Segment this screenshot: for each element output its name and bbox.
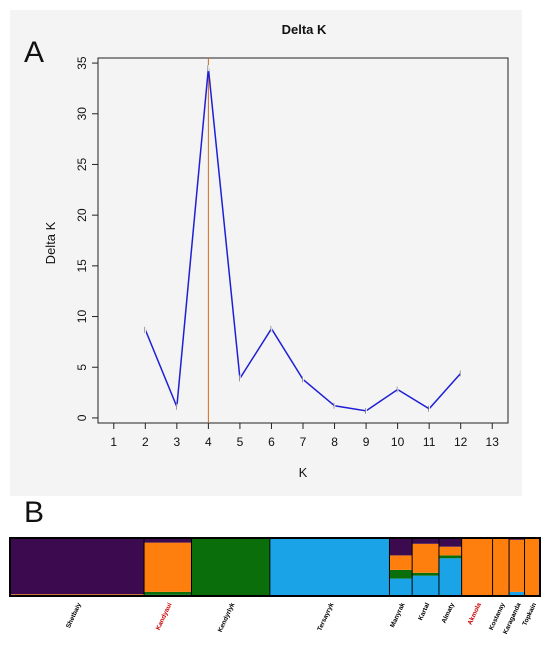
population-label: Manyrak bbox=[389, 602, 407, 629]
ancestry-segment-orange bbox=[509, 539, 525, 592]
x-tick-label: 1 bbox=[110, 435, 117, 449]
ancestry-segment-orange bbox=[492, 538, 510, 596]
ancestry-segment-purple bbox=[438, 538, 462, 547]
series-group bbox=[144, 65, 462, 414]
y-tick-label: 0 bbox=[75, 414, 89, 421]
ancestry-segment-blue bbox=[438, 558, 462, 596]
population-label: Kandyaui bbox=[155, 602, 174, 632]
structure-frame bbox=[9, 537, 541, 597]
population-label: Tersayryk bbox=[316, 602, 335, 633]
ancestry-segment-purple bbox=[389, 538, 413, 556]
ancestry-segment-blue bbox=[509, 591, 525, 596]
x-tick-label: 12 bbox=[454, 435, 468, 449]
ancestry-segment-blue bbox=[269, 538, 390, 596]
ancestry-segment-green bbox=[438, 555, 462, 559]
ancestry-segment-green bbox=[389, 569, 413, 579]
ancestry-segment-purple bbox=[144, 538, 192, 543]
population-label: Topkain bbox=[521, 602, 538, 627]
x-tick-label: 8 bbox=[331, 435, 338, 449]
x-tick-label: 11 bbox=[423, 435, 436, 449]
ancestry-segment-orange bbox=[461, 538, 493, 596]
population-label: Kendyrlyk bbox=[217, 602, 237, 634]
structure-bars bbox=[9, 537, 541, 597]
ancestry-segment-green bbox=[191, 538, 271, 596]
ancestry-segment-green bbox=[412, 572, 440, 576]
x-tick-label: 2 bbox=[142, 435, 149, 449]
x-tick-label: 4 bbox=[205, 435, 212, 449]
population-label: Kartal bbox=[417, 602, 431, 622]
x-tick-label: 13 bbox=[486, 435, 500, 449]
ancestry-segment-orange bbox=[389, 555, 413, 570]
ancestry-segment-orange bbox=[438, 546, 462, 556]
population-label: Almaty bbox=[441, 602, 457, 625]
y-tick-label: 5 bbox=[75, 364, 89, 371]
ancestry-segment-blue bbox=[412, 575, 440, 596]
y-tick-label: 10 bbox=[75, 310, 89, 324]
y-tick-label: 35 bbox=[75, 56, 89, 70]
x-ticks: 1 2 3 4 5 6 7 8 9 10 11 12 13 bbox=[110, 423, 499, 449]
y-tick-label: 20 bbox=[75, 208, 89, 222]
ancestry-segment-purple bbox=[412, 538, 440, 544]
ancestry-segment-orange bbox=[524, 538, 541, 596]
population-label: Shetbaiy bbox=[65, 602, 83, 630]
ancestry-segment-purple bbox=[10, 538, 145, 595]
x-axis-label: K bbox=[299, 465, 308, 480]
y-tick-label: 15 bbox=[75, 259, 89, 273]
y-ticks: 0 5 10 15 20 25 30 35 bbox=[75, 56, 98, 421]
y-tick-label: 30 bbox=[75, 107, 89, 121]
chart-title: Delta K bbox=[282, 22, 327, 37]
delta-k-chart: Delta K K Delta K 1 2 3 4 5 6 7 8 9 10 11 12 13 0510… bbox=[10, 10, 522, 496]
panel-letter-b: B bbox=[24, 496, 45, 529]
x-tick-label: 5 bbox=[237, 435, 244, 449]
y-tick-label: 25 bbox=[75, 157, 89, 171]
ancestry-segment-green bbox=[144, 591, 192, 595]
x-tick-label: 6 bbox=[268, 435, 275, 449]
y-axis-label: Delta K bbox=[43, 221, 58, 264]
population-labels: Shetbaiy Kandyaui Kendyrlyk Tersayryk Manyra… bbox=[65, 602, 538, 636]
ancestry-segment-orange bbox=[412, 543, 440, 573]
ancestry-segment-orange bbox=[10, 594, 145, 596]
panel-letter-a: A bbox=[24, 36, 45, 69]
ancestry-segment-orange bbox=[144, 542, 192, 592]
x-tick-label: 7 bbox=[300, 435, 307, 449]
x-tick-label: 10 bbox=[391, 435, 405, 449]
population-label: Akmola bbox=[467, 602, 483, 627]
ancestry-segment-blue bbox=[389, 578, 413, 596]
x-tick-label: 9 bbox=[363, 435, 370, 449]
x-tick-label: 3 bbox=[174, 435, 181, 449]
chart-background bbox=[10, 10, 522, 496]
